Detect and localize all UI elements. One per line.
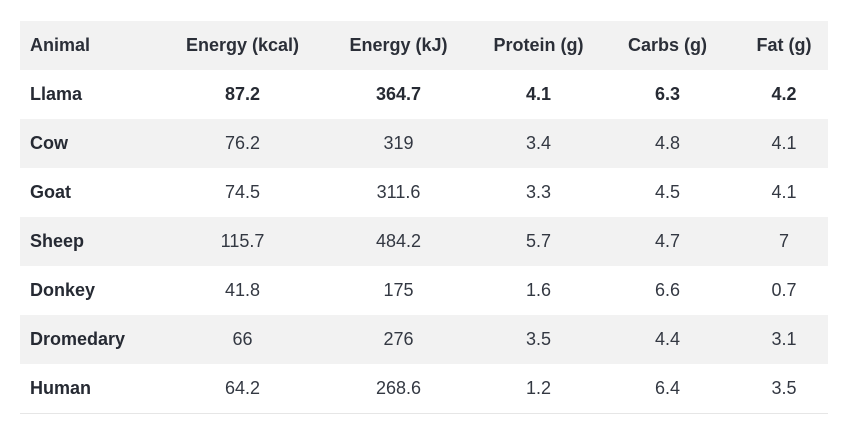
table-row: Goat 74.5 311.6 3.3 4.5 4.1 — [20, 168, 828, 217]
cell-carbs: 4.5 — [654, 182, 681, 202]
cell-carbs: 4.8 — [595, 119, 740, 168]
header-protein: Protein (g) — [482, 21, 595, 70]
header-energy-kj: Energy (kJ) — [315, 21, 482, 70]
cell-animal: Donkey — [30, 280, 96, 300]
cell-energy-kj: 175 — [383, 280, 414, 300]
header-animal: Animal — [20, 21, 170, 70]
nutrition-table: Animal Energy (kcal) Energy (kJ) Protein… — [20, 21, 828, 414]
cell-carbs: 4.7 — [595, 217, 740, 266]
cell-energy-kcal: 76.2 — [170, 119, 315, 168]
header-carbs: Carbs (g) — [595, 21, 740, 70]
cell-energy-kj: 484.2 — [315, 217, 482, 266]
table-row: Cow 76.2 319 3.4 4.8 4.1 — [20, 119, 828, 168]
cell-protein: 4.1 — [525, 84, 552, 104]
cell-carbs: 6.3 — [654, 84, 681, 104]
cell-energy-kcal: 115.7 — [170, 217, 315, 266]
table-header: Animal Energy (kcal) Energy (kJ) Protein… — [20, 21, 828, 70]
cell-energy-kj: 268.6 — [315, 364, 482, 414]
nutrition-table-container: Animal Energy (kcal) Energy (kJ) Protein… — [20, 21, 828, 414]
cell-energy-kj: 364.7 — [375, 84, 422, 104]
cell-fat: 4.1 — [740, 119, 828, 168]
cell-energy-kcal: 74.5 — [224, 182, 261, 202]
cell-animal: Cow — [20, 119, 170, 168]
cell-fat: 3.1 — [740, 315, 828, 364]
header-fat: Fat (g) — [740, 21, 828, 70]
cell-fat: 7 — [740, 217, 828, 266]
table-row: Donkey 41.8 175 1.6 6.6 0.7 — [20, 266, 828, 315]
cell-fat: 4.2 — [771, 84, 797, 104]
cell-protein: 3.5 — [482, 315, 595, 364]
cell-protein: 1.2 — [482, 364, 595, 414]
cell-energy-kcal: 64.2 — [170, 364, 315, 414]
cell-carbs: 6.6 — [654, 280, 681, 300]
cell-protein: 3.4 — [482, 119, 595, 168]
table-body: Llama 87.2 364.7 4.1 6.3 4.2 Cow 76.2 31… — [20, 70, 828, 414]
header-row: Animal Energy (kcal) Energy (kJ) Protein… — [20, 21, 828, 70]
table-row: Dromedary 66 276 3.5 4.4 3.1 — [20, 315, 828, 364]
cell-fat: 4.1 — [771, 182, 797, 202]
cell-carbs: 6.4 — [595, 364, 740, 414]
cell-energy-kcal: 66 — [170, 315, 315, 364]
cell-animal: Goat — [30, 182, 72, 202]
cell-energy-kcal: 87.2 — [224, 84, 261, 104]
cell-energy-kj: 311.6 — [376, 182, 421, 202]
cell-protein: 5.7 — [482, 217, 595, 266]
cell-energy-kcal: 41.8 — [224, 280, 261, 300]
table-row: Llama 87.2 364.7 4.1 6.3 4.2 — [20, 70, 828, 119]
header-energy-kcal: Energy (kcal) — [170, 21, 315, 70]
cell-energy-kj: 319 — [315, 119, 482, 168]
cell-carbs: 4.4 — [595, 315, 740, 364]
cell-animal: Human — [20, 364, 170, 414]
cell-fat: 3.5 — [740, 364, 828, 414]
cell-protein: 3.3 — [525, 182, 552, 202]
cell-animal: Llama — [30, 84, 83, 104]
cell-fat: 0.7 — [771, 280, 797, 300]
table-row: Human 64.2 268.6 1.2 6.4 3.5 — [20, 364, 828, 414]
cell-animal: Dromedary — [20, 315, 170, 364]
cell-animal: Sheep — [20, 217, 170, 266]
cell-energy-kj: 276 — [315, 315, 482, 364]
cell-protein: 1.6 — [525, 280, 552, 300]
table-row: Sheep 115.7 484.2 5.7 4.7 7 — [20, 217, 828, 266]
